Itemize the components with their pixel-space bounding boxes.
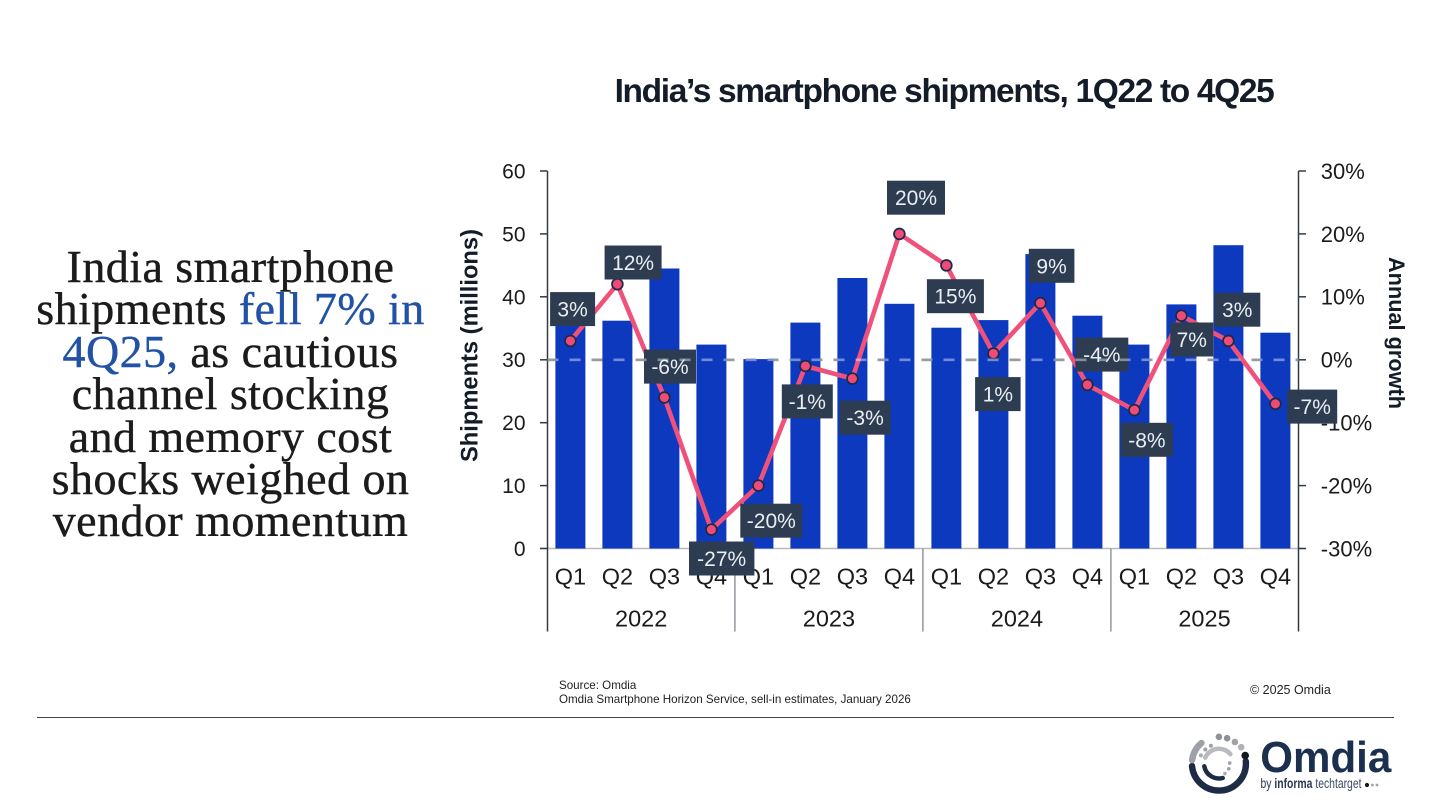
svg-text:-20%: -20%	[747, 510, 796, 533]
svg-text:-30%: -30%	[1321, 536, 1372, 561]
svg-text:10: 10	[502, 475, 525, 498]
svg-text:Shipments (millions): Shipments (millions)	[457, 229, 483, 462]
svg-text:Q4: Q4	[884, 564, 915, 590]
svg-text:3%: 3%	[1222, 299, 1252, 322]
svg-text:7%: 7%	[1177, 329, 1207, 352]
svg-text:Q2: Q2	[790, 564, 821, 590]
svg-text:Q3: Q3	[837, 564, 868, 590]
svg-text:-3%: -3%	[846, 407, 883, 430]
svg-text:30%: 30%	[1321, 159, 1365, 184]
svg-text:Q2: Q2	[602, 564, 633, 590]
svg-text:20%: 20%	[1321, 222, 1365, 247]
svg-text:2024: 2024	[991, 606, 1043, 632]
svg-text:-7%: -7%	[1294, 396, 1331, 419]
svg-text:30: 30	[502, 349, 525, 372]
svg-text:10%: 10%	[1321, 285, 1365, 310]
svg-text:Omdia: Omdia	[1260, 733, 1392, 782]
svg-text:12%: 12%	[612, 252, 654, 275]
svg-text:40: 40	[502, 286, 525, 309]
svg-text:Q1: Q1	[1119, 564, 1150, 590]
svg-text:-6%: -6%	[651, 356, 688, 379]
svg-text:Q1: Q1	[931, 564, 962, 590]
svg-text:20%: 20%	[895, 187, 937, 210]
svg-text:Q4: Q4	[1260, 564, 1291, 590]
svg-text:1%: 1%	[983, 384, 1013, 407]
svg-text:60: 60	[502, 161, 525, 184]
svg-text:2023: 2023	[803, 606, 855, 632]
svg-text:Q3: Q3	[649, 564, 680, 590]
svg-text:0: 0	[514, 538, 526, 561]
svg-text:-1%: -1%	[789, 391, 826, 414]
svg-text:2025: 2025	[1178, 606, 1230, 632]
svg-text:50: 50	[502, 223, 525, 246]
svg-text:3%: 3%	[557, 299, 587, 322]
svg-text:15%: 15%	[934, 286, 976, 309]
svg-text:-27%: -27%	[697, 548, 746, 571]
svg-text:2022: 2022	[615, 606, 667, 632]
svg-text:20: 20	[502, 412, 525, 435]
svg-text:-20%: -20%	[1321, 474, 1372, 499]
svg-text:Q2: Q2	[1166, 564, 1197, 590]
svg-text:0%: 0%	[1321, 348, 1353, 373]
svg-text:Annual growth: Annual growth	[1384, 257, 1409, 409]
svg-text:Q3: Q3	[1213, 564, 1244, 590]
svg-text:by informa techtarget: by informa techtarget	[1261, 775, 1362, 791]
svg-text:Q4: Q4	[1072, 564, 1103, 590]
svg-text:9%: 9%	[1036, 255, 1066, 278]
svg-text:Q1: Q1	[555, 564, 586, 590]
svg-text:-8%: -8%	[1128, 429, 1165, 452]
svg-text:Q3: Q3	[1025, 564, 1056, 590]
svg-text:-4%: -4%	[1083, 344, 1120, 367]
svg-text:Q2: Q2	[978, 564, 1009, 590]
